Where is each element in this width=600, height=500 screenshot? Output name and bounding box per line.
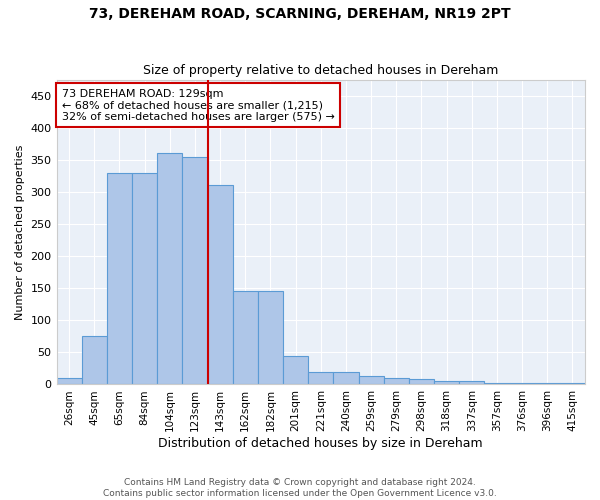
- Bar: [308, 372, 334, 384]
- Bar: [459, 381, 484, 384]
- Bar: [409, 380, 434, 384]
- Bar: [233, 292, 258, 384]
- Text: 73 DEREHAM ROAD: 129sqm
← 68% of detached houses are smaller (1,215)
32% of semi: 73 DEREHAM ROAD: 129sqm ← 68% of detache…: [62, 88, 335, 122]
- Bar: [132, 172, 157, 384]
- Bar: [484, 382, 509, 384]
- Bar: [208, 186, 233, 384]
- Bar: [82, 336, 107, 384]
- Bar: [107, 172, 132, 384]
- Bar: [560, 383, 585, 384]
- Text: 73, DEREHAM ROAD, SCARNING, DEREHAM, NR19 2PT: 73, DEREHAM ROAD, SCARNING, DEREHAM, NR1…: [89, 8, 511, 22]
- X-axis label: Distribution of detached houses by size in Dereham: Distribution of detached houses by size …: [158, 437, 483, 450]
- Bar: [509, 382, 535, 384]
- Bar: [383, 378, 409, 384]
- Bar: [434, 381, 459, 384]
- Bar: [535, 383, 560, 384]
- Bar: [258, 292, 283, 384]
- Bar: [157, 154, 182, 384]
- Bar: [359, 376, 383, 384]
- Y-axis label: Number of detached properties: Number of detached properties: [15, 144, 25, 320]
- Text: Contains HM Land Registry data © Crown copyright and database right 2024.
Contai: Contains HM Land Registry data © Crown c…: [103, 478, 497, 498]
- Bar: [334, 372, 359, 384]
- Bar: [182, 156, 208, 384]
- Title: Size of property relative to detached houses in Dereham: Size of property relative to detached ho…: [143, 64, 499, 77]
- Bar: [283, 356, 308, 384]
- Bar: [56, 378, 82, 384]
